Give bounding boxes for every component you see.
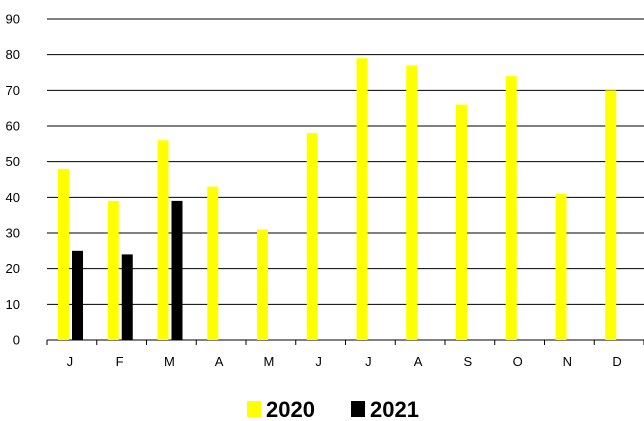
bar-2020-10 [555, 193, 567, 340]
gridlines [46, 18, 644, 345]
x-tick-label: M [263, 354, 274, 369]
legend-swatch-2020 [247, 401, 261, 417]
bar-2020-6 [356, 58, 368, 340]
bar-2020-0 [58, 168, 69, 340]
y-tick-label: 20 [6, 261, 20, 276]
bar-2020-1 [107, 200, 119, 340]
y-axis-tick-labels: 0 10 20 30 40 50 60 70 80 90 [6, 12, 20, 348]
y-tick-label: 90 [6, 12, 20, 27]
bar-2020-3 [207, 186, 219, 340]
y-tick-label: 30 [6, 226, 20, 241]
bar-2020-2 [157, 140, 169, 340]
x-tick-label: J [67, 354, 74, 369]
x-tick-label: A [215, 354, 224, 369]
legend-label-2021: 2021 [370, 397, 419, 421]
legend-swatch-2021 [351, 401, 365, 417]
x-tick-label: F [116, 354, 124, 369]
bar-2020-8 [456, 104, 467, 340]
y-tick-label: 80 [6, 47, 20, 62]
legend-label-2020: 2020 [266, 397, 315, 421]
legend: 2020 2021 [247, 397, 419, 421]
y-tick-label: 10 [6, 297, 20, 312]
x-tick-label: M [164, 354, 175, 369]
bar-2021-0 [72, 250, 83, 340]
bar-2020-7 [406, 65, 418, 340]
x-tick-label: D [612, 354, 621, 369]
x-tick-label: A [414, 354, 423, 369]
y-tick-label: 0 [13, 333, 20, 348]
bar-2020-11 [605, 90, 617, 340]
x-tick-label: N [563, 354, 572, 369]
x-tick-label: O [513, 354, 523, 369]
y-tick-label: 60 [6, 119, 20, 134]
bar-2020-4 [257, 229, 268, 340]
bar-2021-1 [121, 254, 133, 340]
x-tick-label: S [464, 354, 473, 369]
bar-2020-9 [505, 76, 517, 341]
bars [58, 58, 617, 341]
y-tick-label: 70 [6, 83, 20, 98]
bar-2020-5 [306, 133, 318, 340]
y-tick-label: 50 [6, 154, 20, 169]
y-tick-label: 40 [6, 190, 20, 205]
x-tick-label: J [315, 354, 322, 369]
bar-2021-2 [171, 200, 183, 340]
x-tick-label: J [365, 354, 372, 369]
